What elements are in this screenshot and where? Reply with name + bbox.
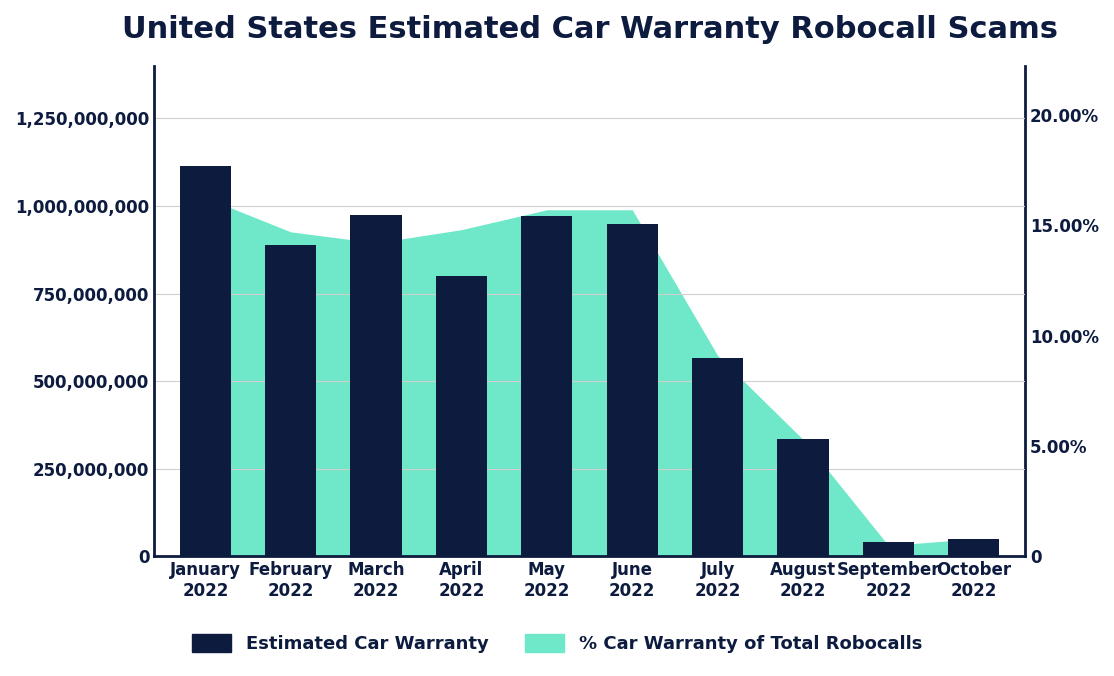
Bar (179, 166, 231, 556)
Title: United States Estimated Car Warranty Robocall Scams: United States Estimated Car Warranty Rob… (121, 15, 1057, 44)
Bar (265, 245, 316, 556)
Bar (862, 542, 913, 556)
Bar (948, 539, 999, 556)
Bar (692, 358, 743, 556)
Bar (436, 276, 487, 556)
Bar (607, 224, 658, 556)
Bar (351, 215, 402, 556)
Bar (778, 439, 829, 556)
Legend: Estimated Car Warranty, % Car Warranty of Total Robocalls: Estimated Car Warranty, % Car Warranty o… (185, 627, 929, 660)
Bar (521, 216, 573, 556)
